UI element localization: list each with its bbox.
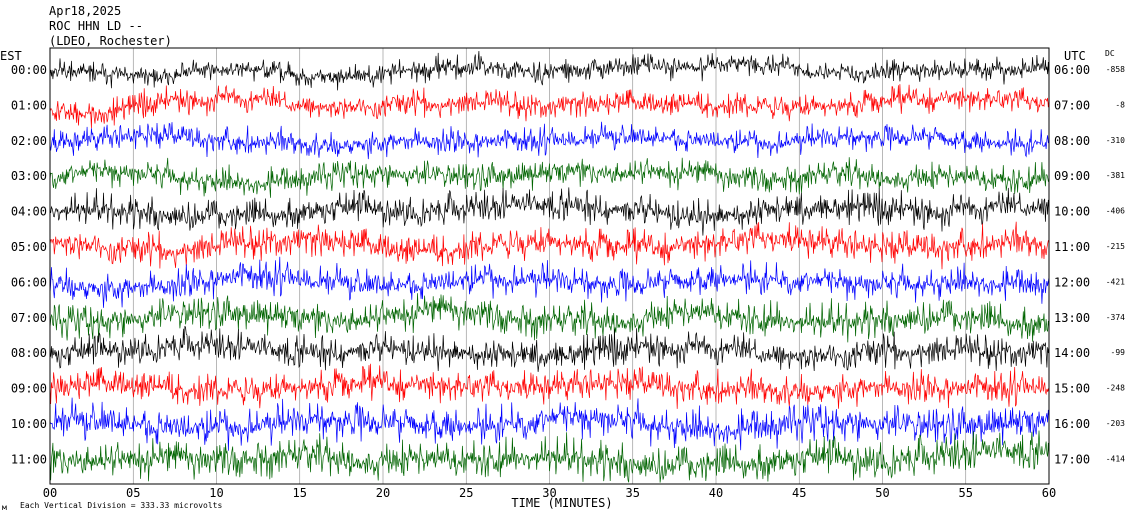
utc-hour-label: 16:00 [1054,417,1090,431]
utc-axis-label: UTC [1064,49,1086,63]
utc-hour-label: 12:00 [1054,275,1090,289]
utc-hour-label: 17:00 [1054,452,1090,466]
est-hour-label: 02:00 [11,134,47,148]
x-tick-label: 25 [459,486,473,500]
trace-line [49,187,1050,236]
est-hour-label: 00:00 [11,63,47,77]
x-tick-label: 60 [1042,486,1056,500]
dc-value-label: -406 [1106,207,1125,216]
dc-value-label: -374 [1106,313,1125,322]
trace-line [49,84,1050,129]
dc-value-label: -414 [1106,454,1125,463]
trace-line [49,121,1050,160]
utc-hour-label: 08:00 [1054,134,1090,148]
vertical-division-note: Each Vertical Division = 333.33 microvol… [20,501,222,510]
trace-line [49,50,1050,91]
dc-header-label: DC [1105,49,1115,58]
x-tick-label: 50 [875,486,889,500]
utc-hour-labels: 06:00 07:00 08:00 09:00 10:00 11:00 12:00 13:00… [1054,63,1090,466]
x-tick-label: 15 [293,486,307,500]
utc-hour-label: 14:00 [1054,346,1090,360]
est-axis-label: EST [0,49,22,63]
est-hour-label: 08:00 [11,346,47,360]
x-axis-title: TIME (MINUTES) [511,496,612,510]
est-hour-label: 10:00 [11,417,47,431]
trace-line [49,325,1050,372]
x-tick-label: 40 [709,486,723,500]
footer-mark: м [2,503,7,512]
x-tick-label: 35 [626,486,640,500]
x-tick-label: 45 [792,486,806,500]
trace-line [49,221,1050,270]
est-hour-label: 01:00 [11,98,47,112]
utc-hour-label: 11:00 [1054,240,1090,254]
seismic-traces [49,50,1050,483]
dc-value-label: -381 [1106,171,1125,180]
x-tick-label: 20 [376,486,390,500]
utc-hour-label: 06:00 [1054,63,1090,77]
grid-lines [49,48,1050,484]
plot-frame [49,47,1050,485]
utc-hour-label: 09:00 [1054,169,1090,183]
est-hour-label: 07:00 [11,311,47,325]
trace-line [49,363,1050,409]
est-hour-label: 11:00 [11,452,47,466]
dc-value-label: -203 [1106,419,1125,428]
x-tick-label: 05 [126,486,140,500]
est-hour-label: 03:00 [11,169,47,183]
header-network: (LDEO, Rochester) [49,34,172,48]
dc-value-label: -215 [1106,242,1125,251]
utc-hour-label: 10:00 [1054,205,1090,219]
x-tick-label: 10 [209,486,223,500]
utc-hour-label: 07:00 [1054,98,1090,112]
x-tick-label: 55 [959,486,973,500]
utc-hour-label: 13:00 [1054,311,1090,325]
header-date: Apr18,2025 [49,4,122,18]
dc-value-labels: -858 -8 -310 -381 -406 -215 -421 -374 -99 -248 -20… [1106,65,1125,463]
trace-line [49,397,1050,451]
dc-value-label: -421 [1106,277,1125,286]
utc-hour-label: 15:00 [1054,382,1090,396]
est-hour-label: 04:00 [11,205,47,219]
trace-line [49,430,1050,483]
trace-line [49,157,1050,198]
est-hour-labels: 00:00 01:00 02:00 03:00 04:00 05:00 06:00 07:00… [11,63,47,466]
est-hour-label: 06:00 [11,275,47,289]
x-tick-label: 30 [542,486,556,500]
trace-line [49,256,1050,308]
dc-value-label: -99 [1111,348,1126,357]
est-hour-label: 09:00 [11,382,47,396]
x-tick-label: 00 [43,486,57,500]
dc-value-label: -8 [1115,100,1125,109]
dc-value-label: -248 [1106,384,1125,393]
est-hour-label: 05:00 [11,240,47,254]
dc-value-label: -310 [1106,136,1125,145]
header-station: ROC HHN LD -- [49,19,143,33]
x-tick-labels: 00 05 10 15 20 25 30 35 40 45 50 55 60 [43,486,1056,500]
trace-line [49,293,1050,343]
dc-value-label: -858 [1106,65,1125,74]
